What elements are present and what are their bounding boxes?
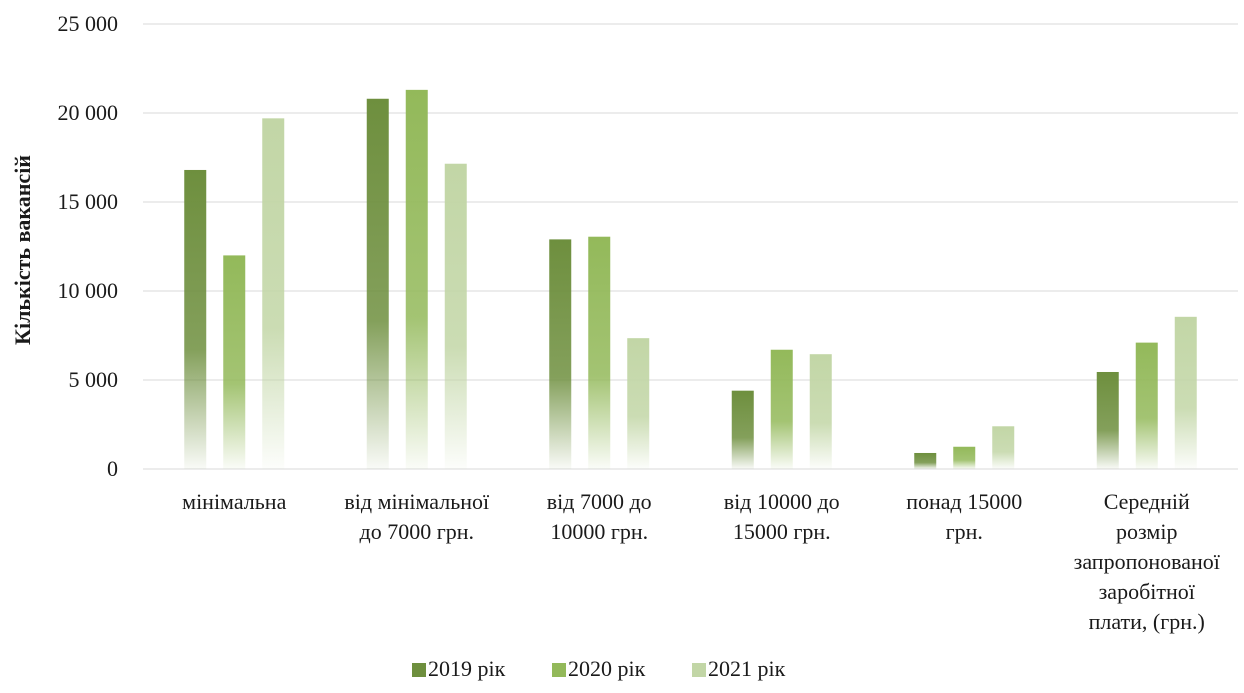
x-category-label: Середній [1104,489,1190,514]
legend-label: 2020 рік [568,656,646,681]
y-tick-label: 20 000 [58,100,119,125]
x-category-label: розмір [1116,519,1177,544]
y-tick-label: 10 000 [58,278,119,303]
bar-2020-рік-cat-4 [953,446,976,469]
bar-2020-рік-cat-1 [405,89,428,470]
bar-2021-рік-cat-2 [627,338,650,469]
legend-swatch [552,663,566,677]
bar-2019-рік-cat-0 [184,169,207,469]
legend-label: 2019 рік [428,656,506,681]
x-category-label: понад 15000 [906,489,1022,514]
x-category-label: від мінімальної [344,489,490,514]
bar-2020-рік-cat-3 [770,349,793,469]
y-axis-title: Кількість вакансій [10,155,35,345]
y-tick-label: 15 000 [58,189,119,214]
x-category-label: мінімальна [182,489,286,514]
bar-2019-рік-cat-1 [366,98,389,469]
gridlines [143,23,1238,470]
legend-label: 2021 рік [708,656,786,681]
bar-2019-рік-cat-5 [1096,371,1119,469]
bar-2019-рік-cat-2 [549,239,572,469]
x-category-label: від 7000 до [547,489,652,514]
bar-2020-рік-cat-5 [1135,342,1158,469]
x-category-label: 15000 грн. [733,519,831,544]
y-tick-label: 0 [107,456,118,481]
bar-2021-рік-cat-1 [444,163,467,470]
bar-2021-рік-cat-3 [809,354,832,469]
x-category-label: від 10000 до [724,489,840,514]
y-axis-ticks: 0 5 000 10 000 15 000 20 000 25 000 [58,11,119,481]
x-category-label: до 7000 грн. [360,519,475,544]
bar-2020-рік-cat-0 [223,255,246,469]
y-tick-label: 5 000 [69,367,119,392]
bar-2021-рік-cat-4 [992,426,1015,469]
bar-2021-рік-cat-5 [1174,316,1197,469]
y-tick-label: 25 000 [58,11,119,36]
x-category-label: грн. [946,519,983,544]
legend-swatch [692,663,706,677]
bar-2019-рік-cat-3 [731,390,754,469]
bars [184,89,1197,470]
bar-2019-рік-cat-4 [914,452,937,469]
x-category-label: запропонованої [1074,549,1221,574]
x-category-label: заробітної [1099,579,1196,604]
legend: 2019 рік 2020 рік 2021 рік [412,656,786,681]
x-category-label: плати, (грн.) [1089,609,1205,634]
legend-swatch [412,663,426,677]
x-category-label: 10000 грн. [550,519,648,544]
x-axis-categories: мінімальна від мінімальної до 7000 грн. від… [182,489,1221,634]
bar-2020-рік-cat-2 [588,236,611,469]
bar-2021-рік-cat-0 [262,118,285,469]
